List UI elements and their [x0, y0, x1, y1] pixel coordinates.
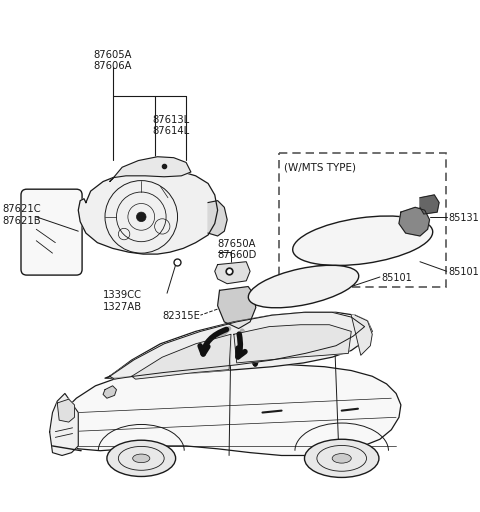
Text: 87606A: 87606A	[94, 61, 132, 71]
Polygon shape	[234, 325, 351, 363]
Polygon shape	[132, 334, 231, 379]
Text: 1327AB: 1327AB	[103, 302, 142, 312]
Text: 85101: 85101	[382, 273, 412, 283]
Polygon shape	[351, 315, 372, 355]
Text: 82315E: 82315E	[162, 311, 200, 322]
Polygon shape	[78, 169, 217, 254]
Text: 85131: 85131	[449, 213, 480, 223]
Polygon shape	[49, 393, 78, 456]
Polygon shape	[399, 207, 430, 236]
Polygon shape	[49, 363, 401, 456]
Polygon shape	[103, 386, 117, 398]
Text: 87660D: 87660D	[217, 250, 257, 260]
Text: 87621C: 87621C	[2, 204, 40, 215]
Circle shape	[136, 212, 146, 222]
Polygon shape	[215, 262, 250, 284]
FancyBboxPatch shape	[21, 189, 82, 275]
Text: 87621B: 87621B	[2, 216, 40, 226]
Ellipse shape	[304, 439, 379, 477]
Polygon shape	[217, 287, 256, 329]
Ellipse shape	[248, 265, 359, 308]
Text: 1339CC: 1339CC	[103, 290, 142, 301]
Text: 87650A: 87650A	[217, 239, 256, 249]
Polygon shape	[208, 201, 227, 236]
Polygon shape	[57, 399, 74, 422]
Text: (W/MTS TYPE): (W/MTS TYPE)	[285, 162, 357, 173]
Text: 87614L: 87614L	[153, 126, 190, 136]
Polygon shape	[110, 312, 365, 379]
Ellipse shape	[332, 454, 351, 463]
Text: 87605A: 87605A	[94, 50, 132, 60]
Polygon shape	[105, 312, 372, 378]
Polygon shape	[420, 195, 439, 214]
Ellipse shape	[132, 454, 150, 463]
Ellipse shape	[107, 440, 176, 477]
Text: 87613L: 87613L	[153, 115, 190, 125]
Polygon shape	[110, 157, 191, 182]
Ellipse shape	[293, 216, 432, 265]
Text: ecos: ecos	[120, 451, 135, 457]
Text: 85101: 85101	[449, 267, 480, 278]
